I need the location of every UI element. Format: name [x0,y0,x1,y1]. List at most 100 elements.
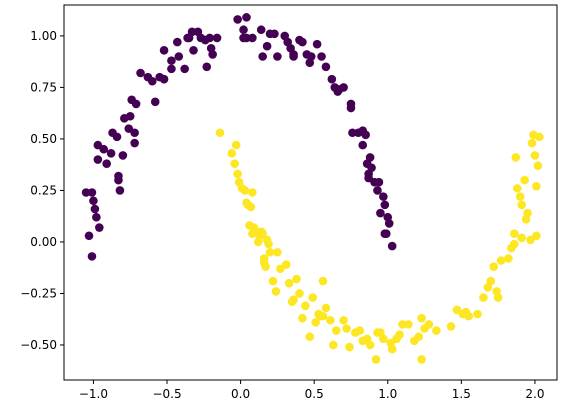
scatter-point [312,39,322,49]
scatter-point [173,37,182,47]
scatter-point [271,287,281,296]
scatter-point [273,247,282,257]
scatter-point [387,344,397,354]
scatter-point [446,322,456,331]
scatter-point [308,293,318,302]
scatter-point [510,239,519,249]
scatter-point [414,332,423,342]
scatter-point [90,204,100,214]
scatter-point [384,219,394,228]
scatter-point [167,64,176,74]
scatter-point [321,303,331,313]
scatter-point [118,151,128,160]
scatter-point [424,320,434,329]
scatter-point [92,212,101,222]
scatter-point [530,151,540,160]
scatter-point [365,153,375,162]
scatter-point [259,254,269,263]
y-tick-label: 1.00 [30,29,57,43]
scatter-point [112,132,122,142]
scatter-point [159,46,169,55]
scatter-point [281,260,291,269]
scatter-point [342,324,351,333]
scatter-point [346,103,356,113]
y-tick-label: −0.50 [20,338,57,352]
scatter-point [532,231,541,241]
scatter-point [379,192,388,201]
scatter-point [517,233,526,243]
scatter-point [89,196,98,206]
plot-points [81,13,544,364]
scatter-point [102,159,111,168]
scatter-point [130,138,139,148]
scatter-point [167,56,176,65]
scatter-point [248,33,257,43]
scatter-point [331,326,341,335]
scatter-point [256,25,266,35]
scatter-point [464,311,474,321]
scatter-point [327,74,337,84]
scatter-point [233,15,242,24]
scatter-point [106,149,116,158]
scatter-point [205,33,214,43]
scatter-point [306,52,316,61]
scatter-point [417,355,426,364]
scatter-point [387,241,397,251]
scatter-point [398,320,407,329]
scatter-point [273,52,282,61]
scatter-point [510,229,519,239]
scatter-point [321,62,331,72]
scatter-point [240,186,250,195]
scatter-point [318,311,328,321]
scatter-point [131,99,141,109]
scatter-point [298,313,307,323]
scatter-point [262,41,272,51]
scatter-point [180,64,189,74]
scatter-point [230,159,240,168]
y-tick-label: 0.75 [30,80,57,94]
scatter-point [258,229,267,239]
scatter-point [432,326,441,335]
scatter-point [148,76,157,86]
scatter-point [301,301,310,311]
scatter-point [99,144,109,154]
y-tick-label: −0.25 [20,286,57,300]
scatter-point [381,229,391,239]
scatter-point [93,155,103,164]
scatter-point [479,293,488,302]
scatter-point [527,138,537,148]
x-tick-label: 0.0 [231,387,250,401]
scatter-point [379,334,388,344]
scatter-point [339,83,348,92]
axes: −1.0 −0.5 0.0 0.5 1.0 1.5 2.0 −0.50 −0.25 0.00 0.2… [20,4,558,401]
scatter-point [493,293,503,302]
scatter-point [404,320,413,329]
scatter-point [292,274,301,284]
scatter-point [174,52,184,61]
scatter-point [417,313,426,323]
scatter-point [318,276,328,286]
scatter-point [305,332,315,342]
scatter-point [248,188,257,197]
scatter-point [231,140,241,150]
scatter-point [265,247,275,257]
x-tick-label: −0.5 [152,387,181,401]
y-tick-label: 0.25 [30,183,57,197]
scatter-point [473,309,482,319]
scatter-point [284,278,294,288]
scatter-point [504,254,513,263]
scatter-point [187,27,197,37]
scatter-point [395,330,404,339]
x-tick-label: 0.5 [305,387,324,401]
scatter-point [295,289,304,298]
x-tick-label: 1.0 [378,387,397,401]
scatter-point [208,50,217,59]
scatter-point [84,231,94,241]
scatter-point [358,140,368,150]
scatter-point [371,355,381,364]
scatter-point [365,340,375,350]
scatter-point [87,188,97,197]
scatter-point [125,111,135,121]
scatter-point [380,200,390,210]
